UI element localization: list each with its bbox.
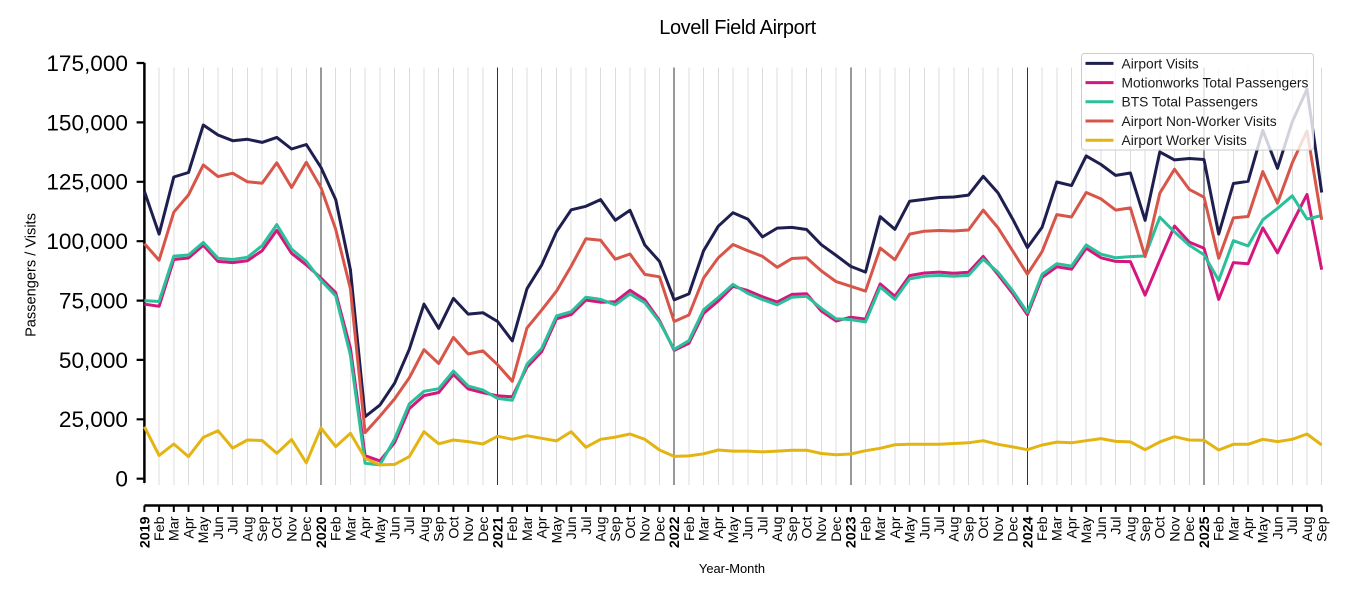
svg-text:Dec: Dec [1006, 517, 1022, 542]
svg-text:25,000: 25,000 [59, 407, 128, 432]
svg-text:May: May [196, 516, 212, 544]
svg-text:2024: 2024 [1020, 516, 1036, 548]
svg-text:Sep: Sep [1315, 516, 1331, 541]
svg-text:Sep: Sep [608, 516, 624, 541]
svg-text:Airport Visits: Airport Visits [1122, 56, 1199, 71]
svg-text:Mar: Mar [1226, 516, 1242, 541]
svg-text:Sep: Sep [785, 516, 801, 541]
svg-text:Aug: Aug [1123, 517, 1139, 542]
svg-text:Apr: Apr [711, 516, 727, 538]
svg-text:Jul: Jul [226, 517, 242, 535]
svg-text:Aug: Aug [417, 517, 433, 542]
svg-text:Feb: Feb [682, 516, 698, 541]
svg-text:Mar: Mar [873, 516, 889, 541]
svg-text:Mar: Mar [1050, 516, 1066, 541]
svg-text:Oct: Oct [976, 516, 992, 538]
svg-text:Apr: Apr [181, 516, 197, 538]
svg-text:Apr: Apr [358, 516, 374, 538]
svg-text:Jun: Jun [1094, 517, 1110, 540]
svg-text:175,000: 175,000 [46, 51, 128, 76]
svg-text:Jul: Jul [1109, 517, 1125, 535]
svg-text:Nov: Nov [991, 516, 1007, 542]
svg-text:May: May [903, 516, 919, 544]
svg-text:50,000: 50,000 [59, 348, 128, 373]
svg-text:Sep: Sep [1138, 516, 1154, 541]
svg-text:Feb: Feb [152, 516, 168, 541]
svg-text:Jul: Jul [579, 517, 595, 535]
svg-text:Dec: Dec [652, 517, 668, 542]
svg-text:2019: 2019 [137, 516, 153, 548]
svg-text:2023: 2023 [844, 516, 860, 548]
svg-text:Apr: Apr [1241, 516, 1257, 538]
svg-text:Oct: Oct [446, 516, 462, 538]
svg-text:Oct: Oct [623, 516, 639, 538]
svg-text:Jul: Jul [402, 517, 418, 535]
svg-text:Airport Non-Worker Visits: Airport Non-Worker Visits [1122, 114, 1277, 129]
svg-text:Nov: Nov [461, 516, 477, 542]
svg-text:Nov: Nov [285, 516, 301, 542]
svg-text:Oct: Oct [800, 516, 816, 538]
svg-text:Dec: Dec [829, 517, 845, 542]
svg-text:75,000: 75,000 [59, 289, 128, 314]
svg-text:Passengers / Visits: Passengers / Visits [24, 213, 40, 337]
svg-text:Dec: Dec [476, 517, 492, 542]
svg-text:Mar: Mar [343, 516, 359, 541]
svg-text:Nov: Nov [814, 516, 830, 542]
svg-text:Jul: Jul [1285, 517, 1301, 535]
svg-text:Nov: Nov [1167, 516, 1183, 542]
svg-text:100,000: 100,000 [46, 229, 128, 254]
svg-text:Jul: Jul [755, 517, 771, 535]
svg-text:Jun: Jun [388, 517, 404, 540]
svg-text:Motionworks Total Passengers: Motionworks Total Passengers [1122, 76, 1309, 91]
svg-text:May: May [1256, 516, 1272, 544]
svg-text:Year-Month: Year-Month [699, 561, 765, 576]
svg-text:Mar: Mar [697, 516, 713, 541]
svg-text:BTS Total Passengers: BTS Total Passengers [1122, 95, 1258, 110]
svg-text:Aug: Aug [1300, 517, 1316, 542]
svg-text:Aug: Aug [594, 517, 610, 542]
svg-text:150,000: 150,000 [46, 110, 128, 135]
svg-text:Aug: Aug [240, 517, 256, 542]
svg-text:Jun: Jun [1270, 517, 1286, 540]
svg-text:Jun: Jun [211, 517, 227, 540]
svg-text:Nov: Nov [638, 516, 654, 542]
svg-text:May: May [373, 516, 389, 544]
svg-text:Apr: Apr [888, 516, 904, 538]
svg-text:Sep: Sep [432, 516, 448, 541]
svg-text:Jun: Jun [564, 517, 580, 540]
svg-text:Jun: Jun [741, 517, 757, 540]
svg-text:Sep: Sep [255, 516, 271, 541]
svg-text:Aug: Aug [770, 517, 786, 542]
svg-text:Feb: Feb [1035, 516, 1051, 541]
svg-text:0: 0 [115, 467, 128, 492]
svg-text:May: May [1079, 516, 1095, 544]
svg-text:Feb: Feb [858, 516, 874, 541]
svg-text:Sep: Sep [961, 516, 977, 541]
svg-text:Feb: Feb [505, 516, 521, 541]
svg-text:Mar: Mar [167, 516, 183, 541]
svg-text:2021: 2021 [491, 516, 507, 548]
svg-text:Oct: Oct [270, 516, 286, 538]
svg-text:Feb: Feb [329, 516, 345, 541]
svg-text:May: May [726, 516, 742, 544]
svg-text:Feb: Feb [1212, 516, 1228, 541]
svg-text:Dec: Dec [1182, 517, 1198, 542]
svg-text:May: May [549, 516, 565, 544]
svg-text:Aug: Aug [947, 517, 963, 542]
svg-text:Lovell Field Airport: Lovell Field Airport [659, 17, 816, 39]
svg-text:2025: 2025 [1197, 516, 1213, 548]
svg-text:Oct: Oct [1153, 516, 1169, 538]
svg-text:2020: 2020 [314, 516, 330, 548]
svg-text:Airport Worker Visits: Airport Worker Visits [1122, 133, 1247, 148]
svg-text:Apr: Apr [1064, 516, 1080, 538]
svg-text:Apr: Apr [535, 516, 551, 538]
svg-text:Jun: Jun [917, 517, 933, 540]
svg-text:2022: 2022 [667, 516, 683, 548]
svg-text:Jul: Jul [932, 517, 948, 535]
svg-text:Mar: Mar [520, 516, 536, 541]
svg-text:Dec: Dec [299, 517, 315, 542]
svg-text:125,000: 125,000 [46, 170, 128, 195]
